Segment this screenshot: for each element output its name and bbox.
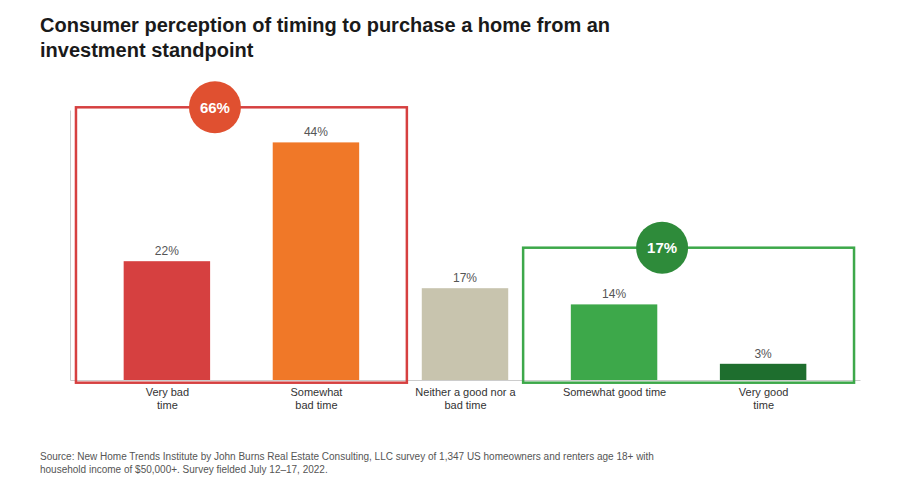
x-tick-label-line: time <box>157 399 178 411</box>
annotation-bubble <box>636 222 688 274</box>
bar <box>422 288 508 380</box>
x-tick: Very badtime <box>146 380 189 411</box>
annotations: 66% 17% <box>76 81 854 382</box>
x-tick-label: Very goodtime <box>739 386 789 411</box>
chart: Very badtimeSomewhatbad timeNeither a go… <box>0 0 900 486</box>
bar <box>273 142 359 380</box>
title: Consumer perception of timing to purchas… <box>40 14 610 61</box>
x-tick-label: Neither a good nor abad time <box>415 386 516 411</box>
source-line: Source: New Home Trends Institute by Joh… <box>40 451 654 462</box>
bars <box>124 142 807 380</box>
x-tick-label: Somewhatbad time <box>290 386 342 411</box>
y-axis-line <box>70 111 71 381</box>
bar <box>720 364 806 380</box>
x-axis: Very badtimeSomewhatbad timeNeither a go… <box>71 380 861 411</box>
bar <box>571 304 657 380</box>
title-line: Consumer perception of timing to purchas… <box>40 14 610 36</box>
title-line: investment standpoint <box>40 39 254 61</box>
annotation-text: 17% <box>647 239 677 256</box>
x-tick: Very goodtime <box>739 380 789 411</box>
x-tick: Neither a good nor abad time <box>415 380 516 411</box>
x-tick-label-line: bad time <box>295 399 337 411</box>
annotation-bubble <box>189 81 241 133</box>
x-tick-label: Somewhat good time <box>563 386 666 398</box>
annotation-box <box>76 107 407 382</box>
source: Source: New Home Trends Institute by Joh… <box>40 451 654 475</box>
x-tick-label-line: Very bad <box>146 386 189 398</box>
data-labels: 22% 44% 17% 14% 3% <box>155 125 772 360</box>
x-tick-label-line: Neither a good nor a <box>415 386 516 398</box>
data-label: 44% <box>304 125 328 139</box>
x-tick-label-line: Somewhat <box>290 386 342 398</box>
x-tick-label-line: bad time <box>444 399 486 411</box>
data-label: 3% <box>754 347 772 361</box>
data-label: 17% <box>453 271 477 285</box>
annotation-box <box>523 248 854 383</box>
x-tick: Somewhatbad time <box>290 380 342 411</box>
x-tick-label-line: time <box>753 399 774 411</box>
data-label: 14% <box>602 287 626 301</box>
data-label: 22% <box>155 244 179 258</box>
x-tick-label-line: Very good <box>739 386 789 398</box>
annotation-text: 66% <box>200 99 230 116</box>
x-tick-label-line: Somewhat good time <box>563 386 666 398</box>
x-axis-line <box>71 380 861 381</box>
bar <box>124 261 210 380</box>
x-tick-label: Very badtime <box>146 386 189 411</box>
source-line: household income of $50,000+. Survey fie… <box>40 464 328 475</box>
y-axis <box>70 111 71 381</box>
